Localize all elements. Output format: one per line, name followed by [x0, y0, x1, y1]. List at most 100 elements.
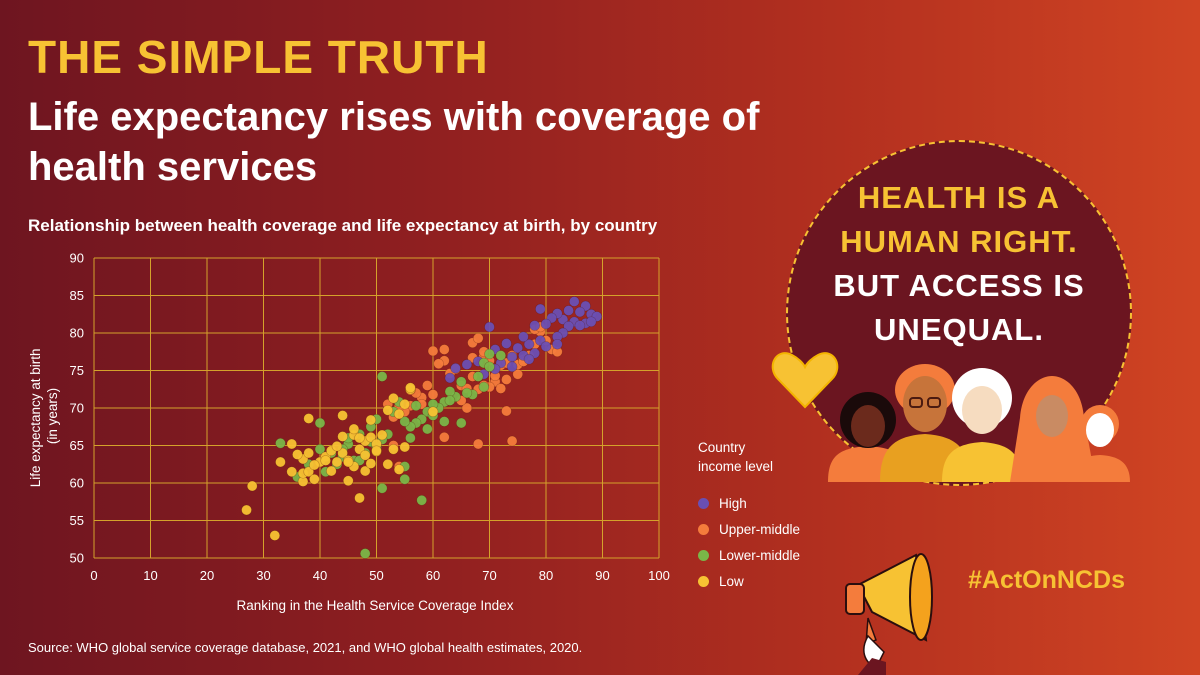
data-point-low [388, 443, 399, 455]
x-axis-label: Ranking in the Health Service Coverage I… [237, 598, 514, 613]
x-tick-label: 80 [539, 568, 553, 583]
data-point-lower-middle [484, 348, 495, 360]
data-point-high [563, 305, 574, 316]
y-tick-label: 85 [70, 288, 84, 303]
data-point-high [585, 316, 597, 328]
data-point-high [506, 351, 518, 363]
data-point-lower-middle [478, 381, 490, 393]
x-tick-label: 60 [426, 568, 440, 583]
data-point-high [574, 320, 586, 331]
data-point-high [501, 338, 512, 349]
hashtag: #ActOnNCDs [968, 566, 1125, 594]
legend-item-high: High [698, 490, 800, 516]
legend-dot-upper-middle [698, 523, 709, 535]
data-point-lower-middle [495, 350, 507, 361]
data-point-high [506, 361, 518, 373]
x-tick-label: 40 [313, 568, 327, 583]
legend-dot-lower-middle [698, 549, 709, 561]
y-axis-label-line2: (in years) [45, 388, 60, 444]
data-point-low [376, 429, 388, 441]
main-title: Life expectancy rises with coverage of h… [28, 95, 760, 189]
x-tick-label: 70 [482, 568, 496, 583]
data-point-high [574, 306, 586, 318]
x-tick-label: 90 [595, 568, 609, 583]
y-axis-label: Life expectancy at birth (in years) [28, 345, 60, 488]
slogan: HEALTH IS A HUMAN RIGHT. BUT ACCESS IS U… [786, 176, 1132, 352]
data-point-high [535, 303, 546, 315]
y-tick-label: 90 [70, 251, 84, 266]
data-point-high [540, 341, 552, 352]
data-point-high [523, 338, 535, 350]
person-5-icon [1070, 405, 1130, 482]
data-point-low [303, 413, 315, 424]
people-illustration [771, 352, 1130, 482]
legend-title-line1: Country [698, 440, 746, 455]
data-point-low [303, 447, 315, 459]
data-point-low [359, 465, 371, 477]
legend-item-lower-middle: Lower-middle [698, 542, 800, 568]
data-point-low [337, 410, 348, 421]
data-point-low [393, 408, 405, 420]
legend: Country income level High Upper-middle L… [698, 438, 800, 594]
data-point-lower-middle [275, 437, 286, 449]
data-point-low [286, 466, 298, 478]
data-point-low [393, 464, 405, 475]
data-point-high [461, 359, 473, 370]
y-tick-label: 80 [70, 326, 84, 341]
data-point-low [354, 432, 365, 444]
y-axis-label-line1: Life expectancy at birth [28, 348, 43, 487]
data-point-low [405, 382, 416, 394]
x-tick-label: 100 [648, 568, 670, 583]
data-point-low [292, 449, 303, 460]
data-point-upper-middle [472, 438, 484, 450]
data-point-lower-middle [376, 371, 388, 382]
data-point-low [388, 392, 399, 404]
data-point-upper-middle [438, 344, 450, 355]
data-point-high [523, 353, 535, 365]
x-tick-label: 10 [143, 568, 157, 583]
data-point-lower-middle [484, 361, 495, 373]
data-point-high [484, 321, 495, 333]
data-point-low [331, 440, 343, 452]
legend-dot-low [698, 575, 709, 587]
data-point-low [337, 431, 348, 442]
megaphone-icon [845, 553, 933, 675]
data-point-upper-middle [461, 402, 473, 414]
data-point-lower-middle [314, 443, 326, 455]
kicker-title: THE SIMPLE TRUTH [28, 31, 489, 83]
data-point-lower-middle [399, 416, 411, 427]
source-note: Source: WHO global service coverage data… [28, 640, 583, 655]
heart-icon [771, 352, 839, 409]
data-point-low [354, 492, 365, 504]
data-point-high [529, 320, 541, 331]
data-point-upper-middle [433, 358, 444, 370]
scatter-chart: 0 10 20 30 40 50 60 70 80 90 100 50 55 60 65 70 75 80 85 90… [28, 251, 670, 614]
data-point-low [427, 406, 439, 418]
legend-item-upper-middle: Upper-middle [698, 516, 800, 542]
data-point-low [365, 414, 377, 426]
chart-points [241, 296, 603, 559]
x-tick-label: 20 [200, 568, 214, 583]
y-tick-label: 50 [70, 551, 84, 566]
data-point-high [512, 342, 524, 354]
chart-grid [93, 257, 660, 559]
data-point-lower-middle [359, 548, 371, 559]
data-point-low [325, 465, 337, 477]
data-point-high [444, 372, 456, 384]
data-point-low [309, 459, 320, 471]
data-point-low [246, 480, 258, 492]
data-point-upper-middle [506, 435, 518, 447]
legend-label-low: Low [719, 573, 744, 589]
data-point-high [518, 331, 529, 343]
legend-label-lower-middle: Lower-middle [719, 547, 801, 563]
slogan-line4: UNEQUAL. [874, 312, 1044, 347]
person-4-icon [1010, 376, 1096, 482]
data-point-lower-middle [444, 395, 456, 406]
data-point-upper-middle [427, 345, 439, 357]
data-point-lower-middle [461, 387, 473, 399]
data-point-lower-middle [405, 432, 416, 444]
data-point-lower-middle [376, 482, 388, 494]
data-point-lower-middle [444, 386, 456, 397]
y-tick-label: 60 [70, 476, 84, 491]
y-tick-label: 55 [70, 513, 84, 528]
